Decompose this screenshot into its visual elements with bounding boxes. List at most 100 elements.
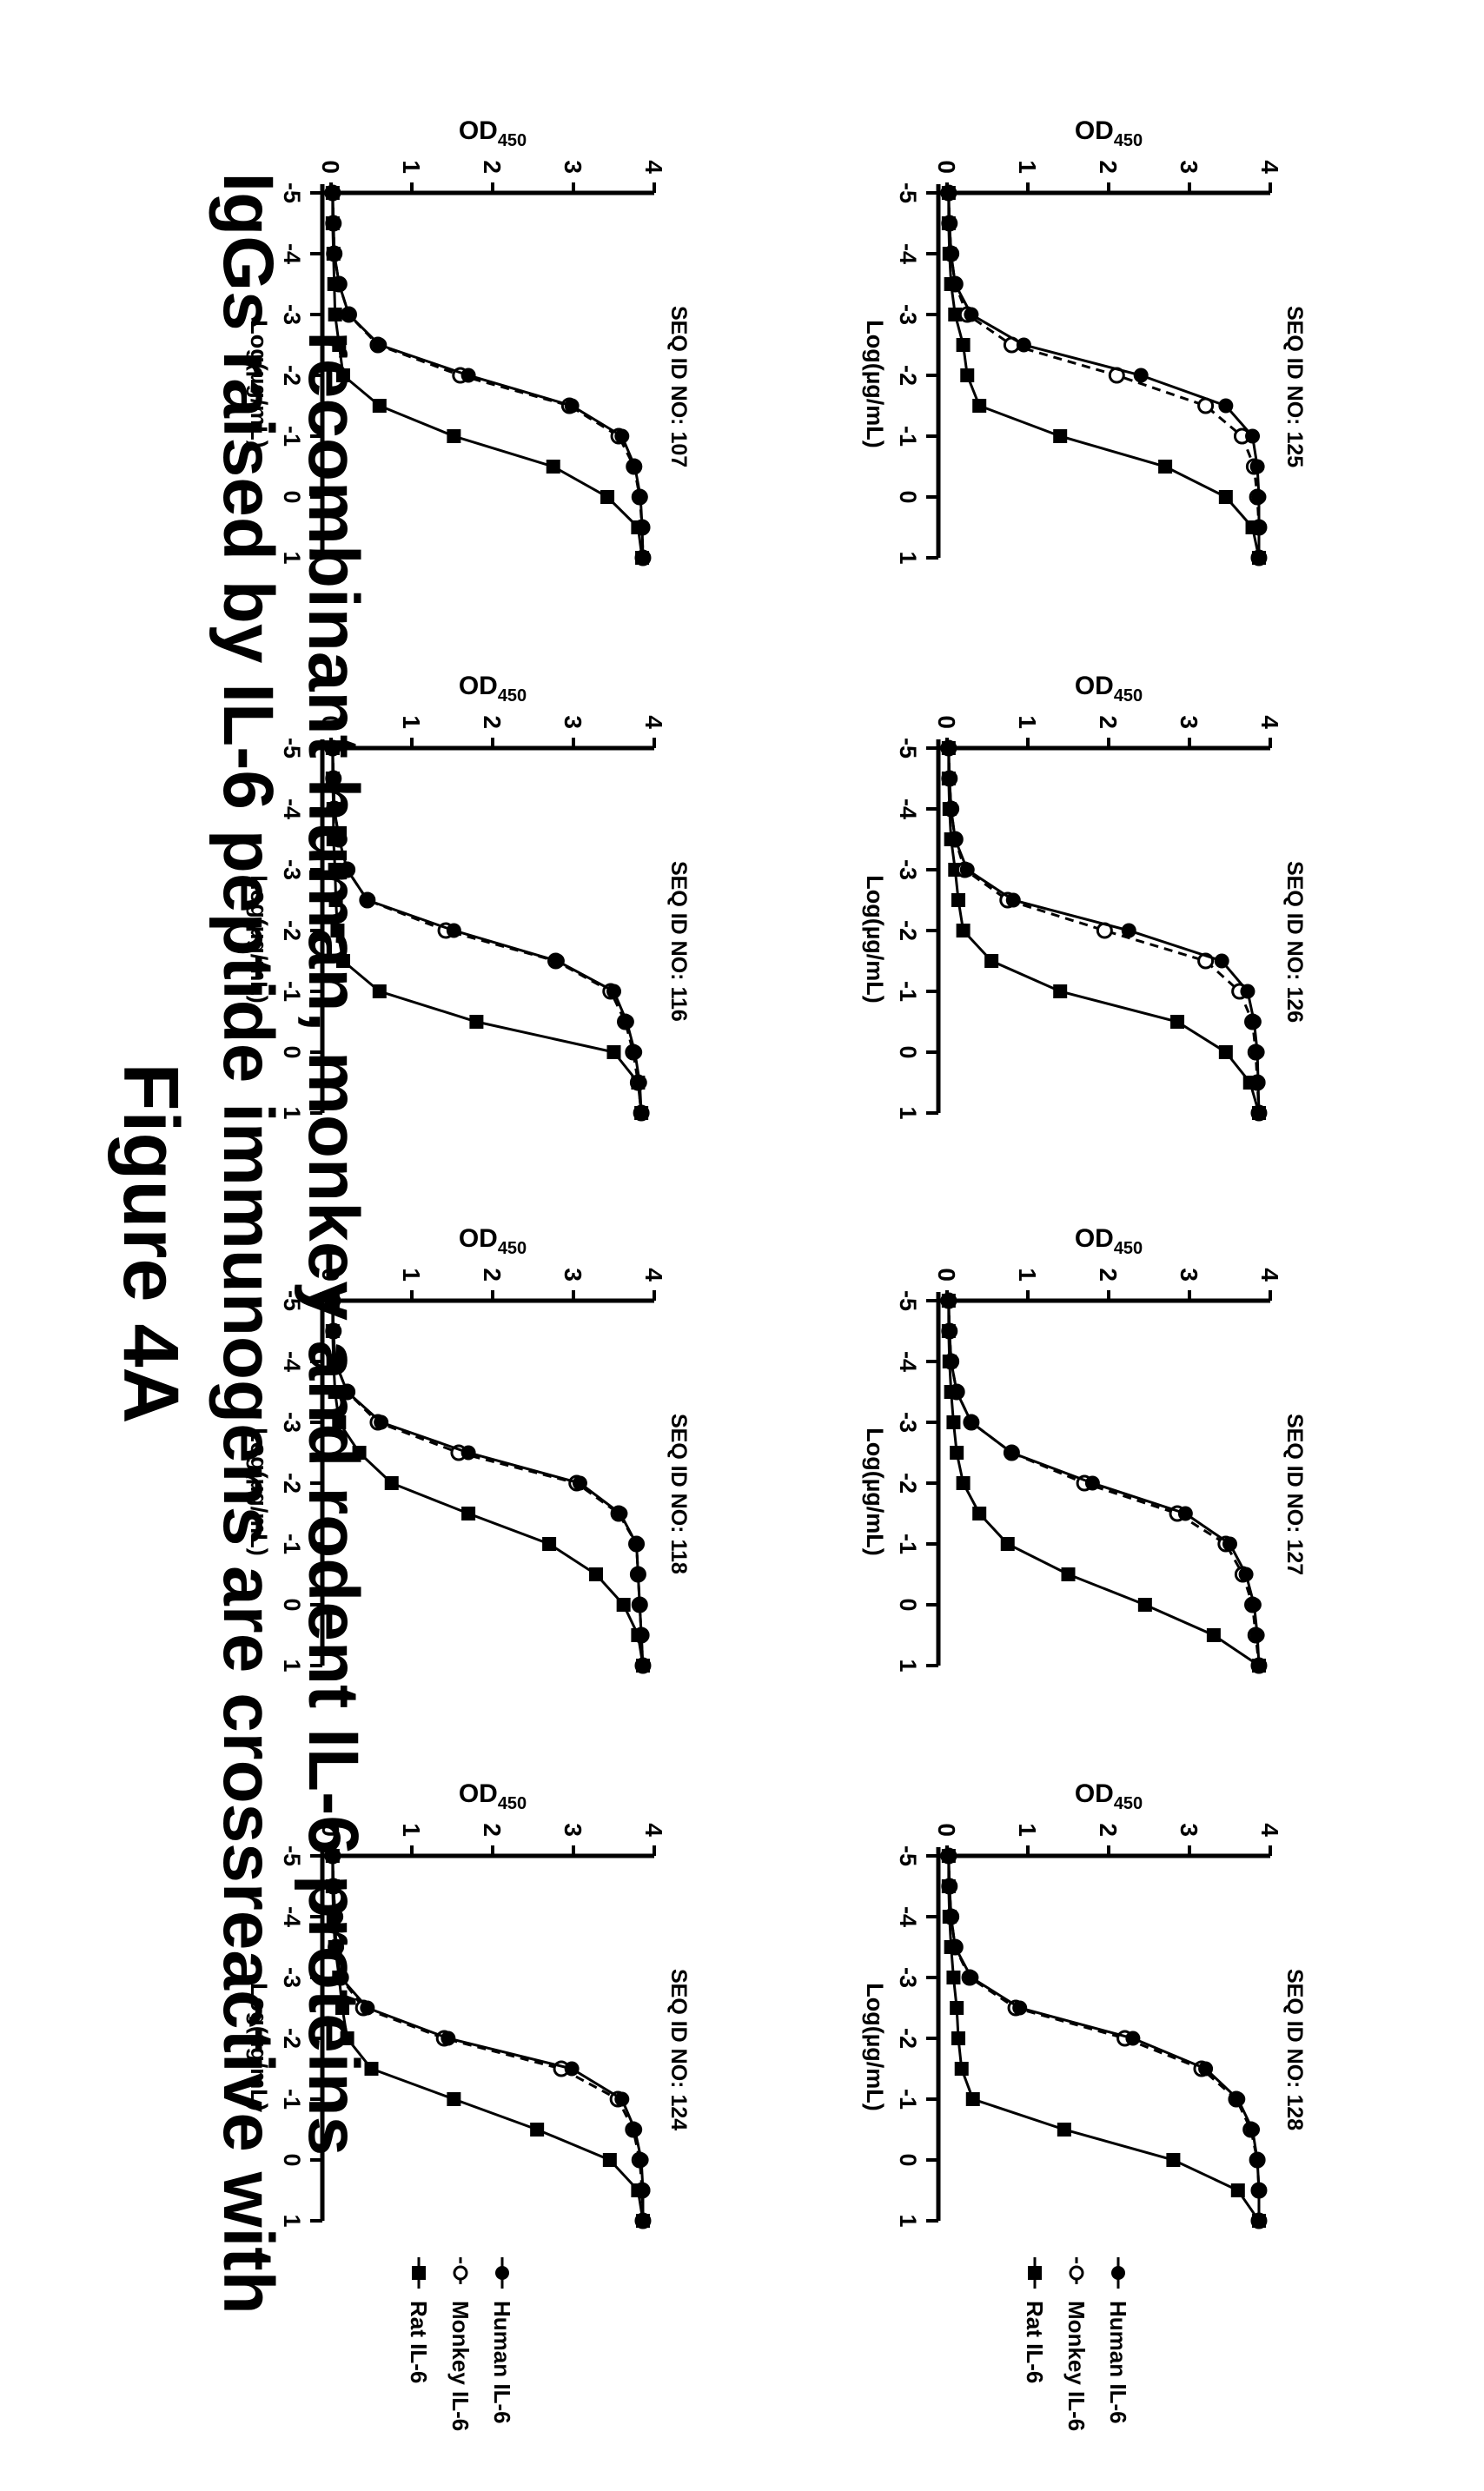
data-point-filled-circle	[635, 2213, 651, 2229]
data-point-square	[960, 368, 975, 382]
series-line	[331, 192, 645, 559]
x-tick-label: 1	[279, 1106, 305, 1119]
y-axis-label-main: OD	[1075, 116, 1114, 145]
data-point-filled-circle	[1251, 520, 1267, 535]
y-tick-label: 2	[479, 1268, 506, 1282]
x-tick-label: -4	[895, 1906, 921, 1927]
data-point-filled-circle	[326, 1323, 341, 1339]
data-point-filled-circle	[942, 1878, 957, 1894]
series-line	[947, 192, 1261, 558]
x-tick-label: 1	[279, 551, 305, 564]
y-axis-label: OD450	[1075, 1779, 1143, 1813]
x-tick-label: -5	[279, 1290, 305, 1311]
y-tick-label: 3	[560, 715, 586, 729]
data-point-square	[950, 2001, 964, 2015]
chart-panel: SEQ ID NO: 128 0 1 2 3 4 -5 -4 -3 -2 -1 0 1 Log(µg/mL…	[862, 1779, 1307, 2229]
x-tick-label: -1	[895, 2089, 921, 2110]
data-point-square	[956, 338, 971, 352]
x-tick-label: -1	[895, 426, 921, 447]
x-tick-label: 1	[279, 1659, 305, 1672]
y-tick-label: 1	[398, 160, 425, 174]
data-point-filled-circle	[944, 246, 959, 262]
y-axis-label-main: OD	[459, 1779, 498, 1808]
data-point-filled-circle	[1246, 1597, 1262, 1613]
y-tick-label: 2	[1095, 1268, 1122, 1282]
data-point-square	[951, 2031, 966, 2045]
series-line	[947, 192, 1261, 558]
series-line	[331, 193, 644, 559]
data-point-filled-circle	[1133, 368, 1149, 383]
x-tick-label: -3	[279, 859, 305, 880]
y-axis-label: OD450	[459, 116, 527, 150]
data-point-filled-circle	[549, 953, 565, 969]
x-tick-label: -1	[279, 2089, 305, 2110]
legend-marker-open-circle	[1069, 2265, 1084, 2281]
series-line	[331, 1300, 645, 1666]
data-point-filled-circle	[941, 185, 957, 201]
y-tick-label: 3	[1176, 160, 1202, 174]
data-point-filled-circle	[341, 307, 356, 322]
data-point-filled-circle	[606, 984, 621, 999]
x-tick-label: -4	[279, 1906, 305, 1927]
y-tick-label: 0	[933, 1268, 960, 1282]
y-tick-label: 4	[640, 160, 667, 174]
x-tick-label: 0	[279, 1598, 305, 1611]
chart-panel: SEQ ID NO: 125 0 1 2 3 4 -5 -4 -3 -2 -1 0 1 Log(µg/mL…	[862, 116, 1307, 566]
data-point-square	[984, 954, 999, 968]
y-axis-label: OD450	[459, 1224, 527, 1258]
chart-panel: SEQ ID NO: 126 0 1 2 3 4 -5 -4 -3 -2 -1 0 1 Log(µg/mL…	[862, 672, 1307, 1122]
data-point-filled-circle	[944, 1354, 959, 1369]
x-tick-label: -3	[279, 1967, 305, 1988]
rotated-figure: Figure 4A IgGs raised by IL-6 peptide im…	[107, 116, 1307, 2431]
data-point-square	[335, 368, 350, 382]
data-point-square	[1218, 1045, 1233, 1059]
legends: Human IL-6 Monkey IL-6 Rat IL-6 Human IL-6 M…	[406, 2257, 1131, 2431]
x-axis-label: Log(µg/mL)	[246, 1428, 272, 1556]
data-point-square	[352, 1446, 367, 1460]
data-point-filled-circle	[944, 1909, 959, 1925]
legend-marker-open-circle	[453, 2265, 468, 2281]
data-point-filled-circle	[632, 1075, 647, 1090]
series-line	[947, 193, 1261, 559]
data-point-filled-circle	[1251, 1658, 1267, 1673]
data-point-filled-circle	[326, 771, 341, 786]
data-point-square	[951, 893, 966, 907]
y-tick-label: 0	[317, 160, 344, 174]
data-point-square	[1000, 1537, 1015, 1551]
series-line	[331, 1301, 645, 1666]
y-tick-label: 1	[1014, 1823, 1041, 1837]
data-point-square	[972, 1507, 987, 1520]
data-point-filled-circle	[959, 862, 975, 878]
data-point-filled-circle	[942, 215, 957, 231]
data-point-square	[384, 1476, 399, 1490]
y-tick-label: 0	[933, 1823, 960, 1837]
data-point-square	[340, 2031, 354, 2045]
data-point-filled-circle	[460, 1445, 476, 1461]
y-tick-label: 2	[1095, 715, 1122, 729]
x-tick-label: -4	[279, 243, 305, 264]
data-point-square	[1061, 1567, 1076, 1581]
data-point-filled-circle	[635, 550, 651, 566]
y-tick-label: 2	[479, 715, 506, 729]
y-tick-label: 3	[560, 1823, 586, 1837]
data-point-filled-circle	[1084, 1475, 1100, 1491]
data-point-square	[328, 893, 343, 907]
y-tick-label: 2	[1095, 1823, 1122, 1837]
data-point-filled-circle	[634, 520, 650, 535]
data-point-filled-circle	[327, 246, 342, 262]
y-tick-label: 0	[317, 715, 344, 729]
data-point-square	[956, 1476, 971, 1490]
x-tick-label: -3	[895, 304, 921, 325]
series-line	[331, 1855, 645, 2221]
data-point-filled-circle	[325, 185, 341, 201]
x-tick-label: -1	[895, 981, 921, 1002]
data-point-filled-circle	[949, 1384, 964, 1400]
x-axis-label: Log(µg/mL)	[862, 1428, 888, 1556]
data-point-square	[335, 2001, 350, 2015]
data-point-filled-circle	[1246, 1014, 1262, 1030]
data-point-filled-circle	[630, 1567, 646, 1582]
data-point-square	[1158, 460, 1173, 474]
data-point-filled-circle	[331, 831, 347, 847]
